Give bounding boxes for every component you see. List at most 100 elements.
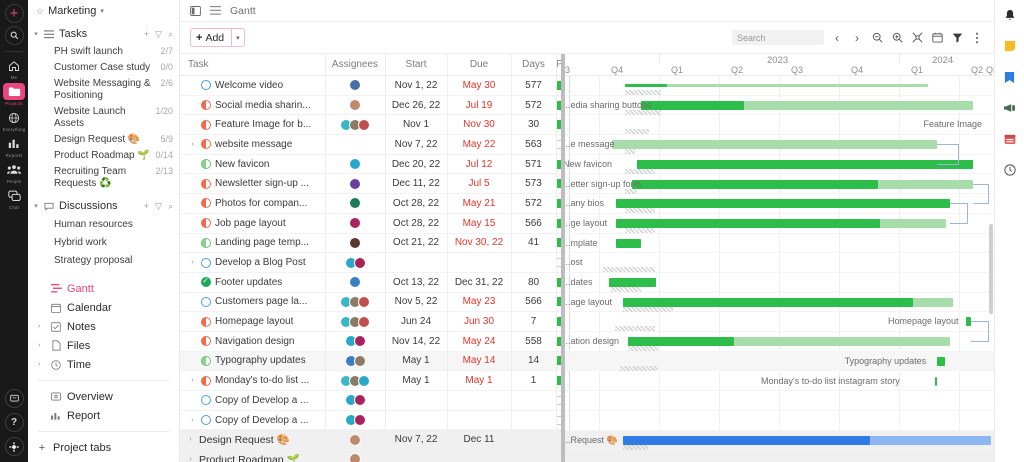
table-group-row[interactable]: › Design Request 🎨 Nov 7, 22 Dec 11 [180,430,563,451]
list-item[interactable]: Website Messaging & Positioning 2/6 [28,76,179,104]
table-row[interactable]: › website message Nov 7, 22 May 22 563 [180,135,563,155]
progress-box[interactable] [556,100,563,110]
start-date[interactable]: May 1 [402,355,430,367]
status-icon[interactable] [201,276,211,288]
avatar[interactable] [353,256,366,269]
column-header-assignees[interactable]: Assignees [331,59,379,70]
project-header[interactable]: ☆ Marketing ▾ [28,0,179,22]
note-icon[interactable] [1001,37,1019,55]
timeline-row[interactable] [563,411,994,431]
search-icon[interactable]: ⌕ [167,28,173,39]
due-date[interactable]: May 22 [462,138,496,150]
gantt-bar[interactable] [612,140,937,150]
list-item[interactable]: Hybrid work [54,237,107,248]
rail-add-button[interactable]: + [2,4,26,23]
gantt-bar[interactable] [625,84,928,87]
sidebar-item-notes[interactable]: › Notes [28,317,179,336]
gantt-bar[interactable] [616,199,950,209]
project-tabs-button[interactable]: + Project tabs [28,438,179,457]
due-date[interactable]: May 24 [462,335,496,347]
start-date[interactable]: Oct 28, 22 [392,197,440,209]
chevron-right-icon[interactable]: › [38,361,41,368]
avatar[interactable] [349,217,361,230]
timeline-row[interactable] [563,312,994,333]
sidebar-item-everything[interactable]: Everything [2,109,26,132]
gantt-bar[interactable] [632,179,973,189]
table-row[interactable]: › Monday's to-do list ... May 1 May 1 1 [180,371,563,391]
message-icon[interactable] [4,389,24,408]
timeline-row[interactable] [563,214,994,234]
chevron-right-icon[interactable]: › [189,455,192,462]
avatar[interactable] [353,414,366,427]
column-header-days[interactable]: Days [522,59,545,70]
chevron-right-icon[interactable]: › [38,323,41,330]
search-icon[interactable]: ⌕ [167,200,173,211]
discussions-group-header[interactable]: ▾ Discussions + ▽ ⌕ [28,196,179,216]
add-button[interactable]: + Add ▾ [190,28,245,47]
due-date[interactable]: Dec 31, 22 [454,276,504,288]
sidebar-item-me[interactable]: Me [2,57,26,80]
timeline-row[interactable] [563,253,994,273]
due-date[interactable]: May 30 [462,79,496,91]
status-icon[interactable] [201,119,211,130]
timeline-row[interactable] [563,273,994,293]
gear-icon[interactable] [4,437,24,456]
due-date[interactable]: May 21 [462,197,496,209]
start-date[interactable]: Oct 21, 22 [392,237,440,249]
start-date[interactable]: Nov 1 [402,119,430,131]
start-date[interactable]: Dec 26, 22 [391,99,441,111]
gantt-bar[interactable] [623,297,953,307]
filter-icon[interactable]: ▽ [155,200,162,211]
panel-toggle-icon[interactable] [190,5,201,16]
chevron-right-icon[interactable]: › [38,342,41,349]
status-icon[interactable] [201,237,211,248]
start-date[interactable]: Oct 28, 22 [392,217,440,229]
table-row[interactable]: Navigation design Nov 14, 22 May 24 558 [180,332,563,352]
due-date[interactable]: May 15 [462,217,496,229]
kebab-icon[interactable] [970,31,984,45]
prev-button[interactable]: ‹ [835,30,839,45]
clock-icon[interactable] [1001,161,1019,179]
add-task-icon[interactable]: + [143,29,150,39]
status-icon[interactable] [201,100,211,111]
table-row[interactable]: Footer updates Oct 13, 22 Dec 31, 22 80 [180,273,563,293]
progress-box[interactable] [556,198,563,208]
calendar-icon[interactable] [1001,130,1019,148]
start-date[interactable]: May 1 [402,375,430,387]
progress-box[interactable] [556,317,563,327]
notifications-icon[interactable] [1001,6,1019,24]
question-icon[interactable]: ? [4,413,24,432]
due-date[interactable]: May 14 [462,355,496,367]
timeline-row[interactable] [563,351,994,372]
due-date[interactable]: Nov 30 [463,119,495,131]
timeline-row[interactable] [563,194,994,214]
column-splitter[interactable] [561,54,565,462]
status-icon[interactable] [201,415,211,426]
timeline-row[interactable] [563,115,994,136]
avatar[interactable] [349,453,361,462]
add-button-main[interactable]: + Add [191,29,231,46]
gantt-bar[interactable] [616,238,641,248]
status-icon[interactable] [201,178,211,189]
progress-box[interactable] [556,159,563,169]
due-date[interactable]: May 23 [462,296,496,308]
status-icon[interactable] [201,395,211,406]
status-icon[interactable] [201,336,211,347]
table-group-row[interactable]: › Product Roadmap 🌱 [180,450,563,462]
status-icon[interactable] [201,139,211,150]
gantt-bar[interactable] [637,159,973,169]
table-row[interactable]: Welcome video Nov 1, 22 May 30 577 [180,76,563,96]
progress-box[interactable] [556,218,563,228]
table-row[interactable]: Photos for compan... Oct 28, 22 May 21 5… [180,194,563,214]
list-item[interactable]: Recruiting Team Requests ♻️ 2/13 [28,164,179,192]
progress-box[interactable] [556,238,563,248]
sidebar-item-report[interactable]: Report [28,406,179,425]
avatar[interactable] [349,99,361,112]
fit-icon[interactable] [910,31,924,45]
sidebar-item-overview[interactable]: Overview [28,387,179,406]
start-date[interactable]: Nov 7, 22 [394,138,438,150]
timeline-row[interactable] [563,76,994,96]
chevron-right-icon[interactable]: › [189,436,192,444]
progress-box[interactable] [556,179,563,189]
gantt-bar[interactable] [628,337,950,347]
